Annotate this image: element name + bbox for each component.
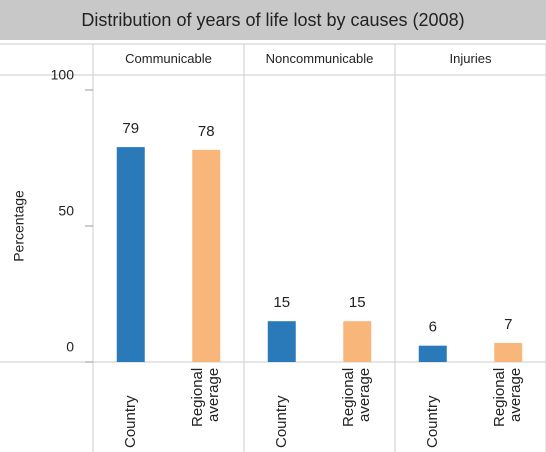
x-tick-label: Regional average (189, 368, 223, 428)
data-label: 6 (429, 319, 437, 336)
y-tick-label: 100 (51, 67, 75, 83)
data-label: 78 (198, 123, 215, 140)
y-tick-label: 0 (66, 339, 74, 355)
x-tick-label: Country (272, 395, 290, 448)
x-tick-label: Country (423, 395, 441, 448)
title-bar (0, 0, 546, 40)
y-tick-label: 50 (58, 203, 74, 219)
bar (267, 321, 296, 362)
x-tick-label: Country (121, 395, 139, 448)
bar (418, 345, 447, 362)
data-label: 15 (349, 294, 366, 311)
bar (494, 342, 523, 362)
panel-header: Communicable (125, 51, 212, 66)
bar (116, 147, 145, 362)
data-label: 15 (273, 294, 290, 311)
x-tick-label: Regional average (491, 368, 525, 428)
data-label: 79 (122, 120, 139, 137)
data-label: 7 (504, 316, 512, 333)
y-axis-label: Percentage (11, 190, 27, 262)
x-tick-label: Regional average (340, 368, 374, 428)
bar (343, 321, 372, 362)
panel-header: Injuries (450, 51, 492, 66)
bar (192, 149, 221, 362)
panel-header: Noncommunicable (266, 51, 374, 66)
chart-title: Distribution of years of life lost by ca… (81, 10, 464, 30)
